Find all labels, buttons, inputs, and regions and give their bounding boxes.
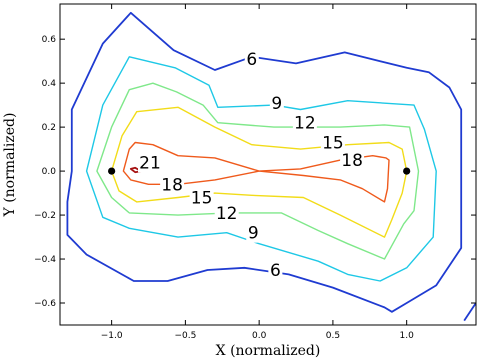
y-tick-label: 0.6 bbox=[42, 35, 57, 45]
point-marker bbox=[403, 167, 411, 175]
x-axis-label: X (normalized) bbox=[216, 343, 321, 359]
contour-label-15: 15 bbox=[322, 134, 344, 154]
contour-lines bbox=[66, 11, 476, 322]
y-tick-label: 0.2 bbox=[42, 123, 56, 133]
x-tick-label: −0.5 bbox=[174, 331, 196, 341]
contour-label-12-lower-bg bbox=[214, 202, 239, 223]
contour-label-12-bg bbox=[292, 112, 317, 133]
plot-frame bbox=[59, 3, 477, 326]
contour-label-15-bg bbox=[320, 132, 345, 153]
contour-label-18-lower-bg bbox=[160, 174, 185, 195]
contour-label-15-lower-bg bbox=[189, 187, 214, 208]
contour-label-12-lower: 12 bbox=[216, 204, 238, 224]
y-tick-label: −0.6 bbox=[34, 299, 56, 309]
x-tick-label: 0.0 bbox=[252, 331, 267, 341]
contour-label-21: 21 bbox=[139, 153, 161, 173]
contour-label-6-bg bbox=[244, 48, 259, 69]
y-tick-label: −0.4 bbox=[34, 255, 56, 265]
contour-label-21-bg bbox=[137, 152, 162, 173]
contour-line-18 bbox=[122, 141, 390, 203]
contour-line-6-edge bbox=[463, 302, 476, 322]
contour-line-6 bbox=[66, 11, 463, 313]
contour-label-18: 18 bbox=[341, 151, 363, 171]
y-tick-label: 0.4 bbox=[42, 79, 57, 89]
contour-label-6-lower-bg bbox=[268, 260, 283, 281]
x-tick-label: 0.5 bbox=[326, 331, 340, 341]
contour-label-6-lower: 6 bbox=[270, 261, 281, 281]
contour-label-9-bg bbox=[269, 92, 284, 113]
contour-label-9-lower: 9 bbox=[248, 224, 259, 244]
contour-label-9: 9 bbox=[271, 94, 282, 114]
point-markers bbox=[108, 167, 411, 175]
x-tick-label: −1.0 bbox=[101, 331, 123, 341]
contour-label-18-bg bbox=[340, 150, 365, 171]
x-tick-label: 1.0 bbox=[400, 331, 415, 341]
y-tick-label: −0.2 bbox=[34, 211, 56, 221]
y-tick-label: 0.0 bbox=[42, 167, 57, 177]
contour-label-15-lower: 15 bbox=[191, 188, 213, 208]
axis-ticks: −1.0 −0.5 0.0 0.5 1.0 −0.6 −0.4 −0.2 0.0 0.2 0.4 0.… bbox=[34, 4, 476, 341]
point-marker bbox=[108, 167, 116, 175]
contour-label-12: 12 bbox=[294, 114, 316, 134]
contour-label-18-lower: 18 bbox=[161, 175, 183, 195]
contour-label-6: 6 bbox=[246, 50, 257, 70]
contour-line-9 bbox=[85, 56, 437, 282]
contour-label-9-lower-bg bbox=[246, 222, 261, 243]
y-axis-label: Y (normalized) bbox=[2, 113, 18, 218]
